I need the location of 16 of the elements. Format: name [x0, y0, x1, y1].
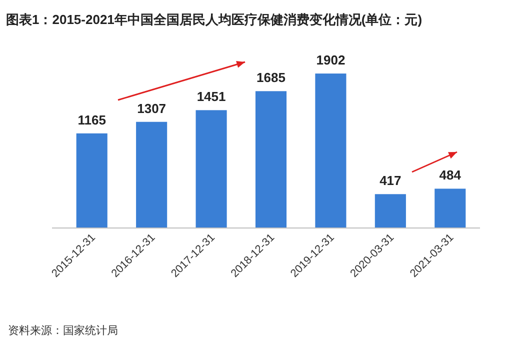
data-label: 484 [439, 168, 462, 183]
data-label: 1451 [196, 89, 226, 104]
data-label: 417 [380, 173, 402, 188]
bar [374, 194, 406, 228]
data-label: 1165 [78, 112, 106, 128]
bar [76, 133, 108, 228]
chart-title: 图表1：2015-2021年中国全国居民人均医疗保健消费变化情况(单位：元) [6, 12, 422, 27]
bar [315, 74, 346, 228]
bar [136, 122, 168, 228]
data-label: 1902 [316, 52, 346, 68]
data-label: 1685 [256, 70, 286, 86]
bar [434, 188, 466, 228]
text: 资料来源：国家统计局 [8, 324, 118, 337]
data-label: 1307 [137, 100, 166, 116]
bar [196, 110, 227, 228]
bar [255, 91, 287, 228]
